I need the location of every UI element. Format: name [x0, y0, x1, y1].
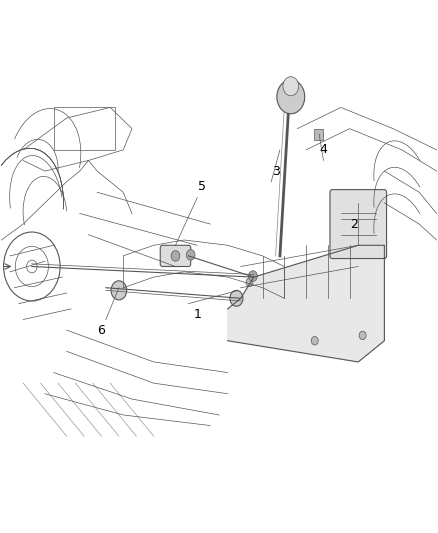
Circle shape — [249, 271, 257, 281]
Polygon shape — [228, 245, 385, 362]
FancyBboxPatch shape — [160, 245, 191, 266]
Text: 3: 3 — [272, 165, 279, 177]
Circle shape — [171, 251, 180, 261]
Circle shape — [230, 290, 243, 306]
Circle shape — [311, 336, 318, 345]
Text: 6: 6 — [98, 324, 106, 337]
Circle shape — [111, 281, 127, 300]
Circle shape — [359, 331, 366, 340]
Circle shape — [283, 77, 299, 96]
Circle shape — [186, 249, 195, 260]
Circle shape — [246, 278, 253, 287]
Text: 4: 4 — [319, 143, 327, 156]
Circle shape — [277, 80, 305, 114]
Text: 1: 1 — [193, 308, 201, 321]
Text: 2: 2 — [350, 217, 358, 231]
Text: 5: 5 — [198, 181, 205, 193]
FancyBboxPatch shape — [330, 190, 387, 259]
FancyBboxPatch shape — [314, 128, 323, 140]
